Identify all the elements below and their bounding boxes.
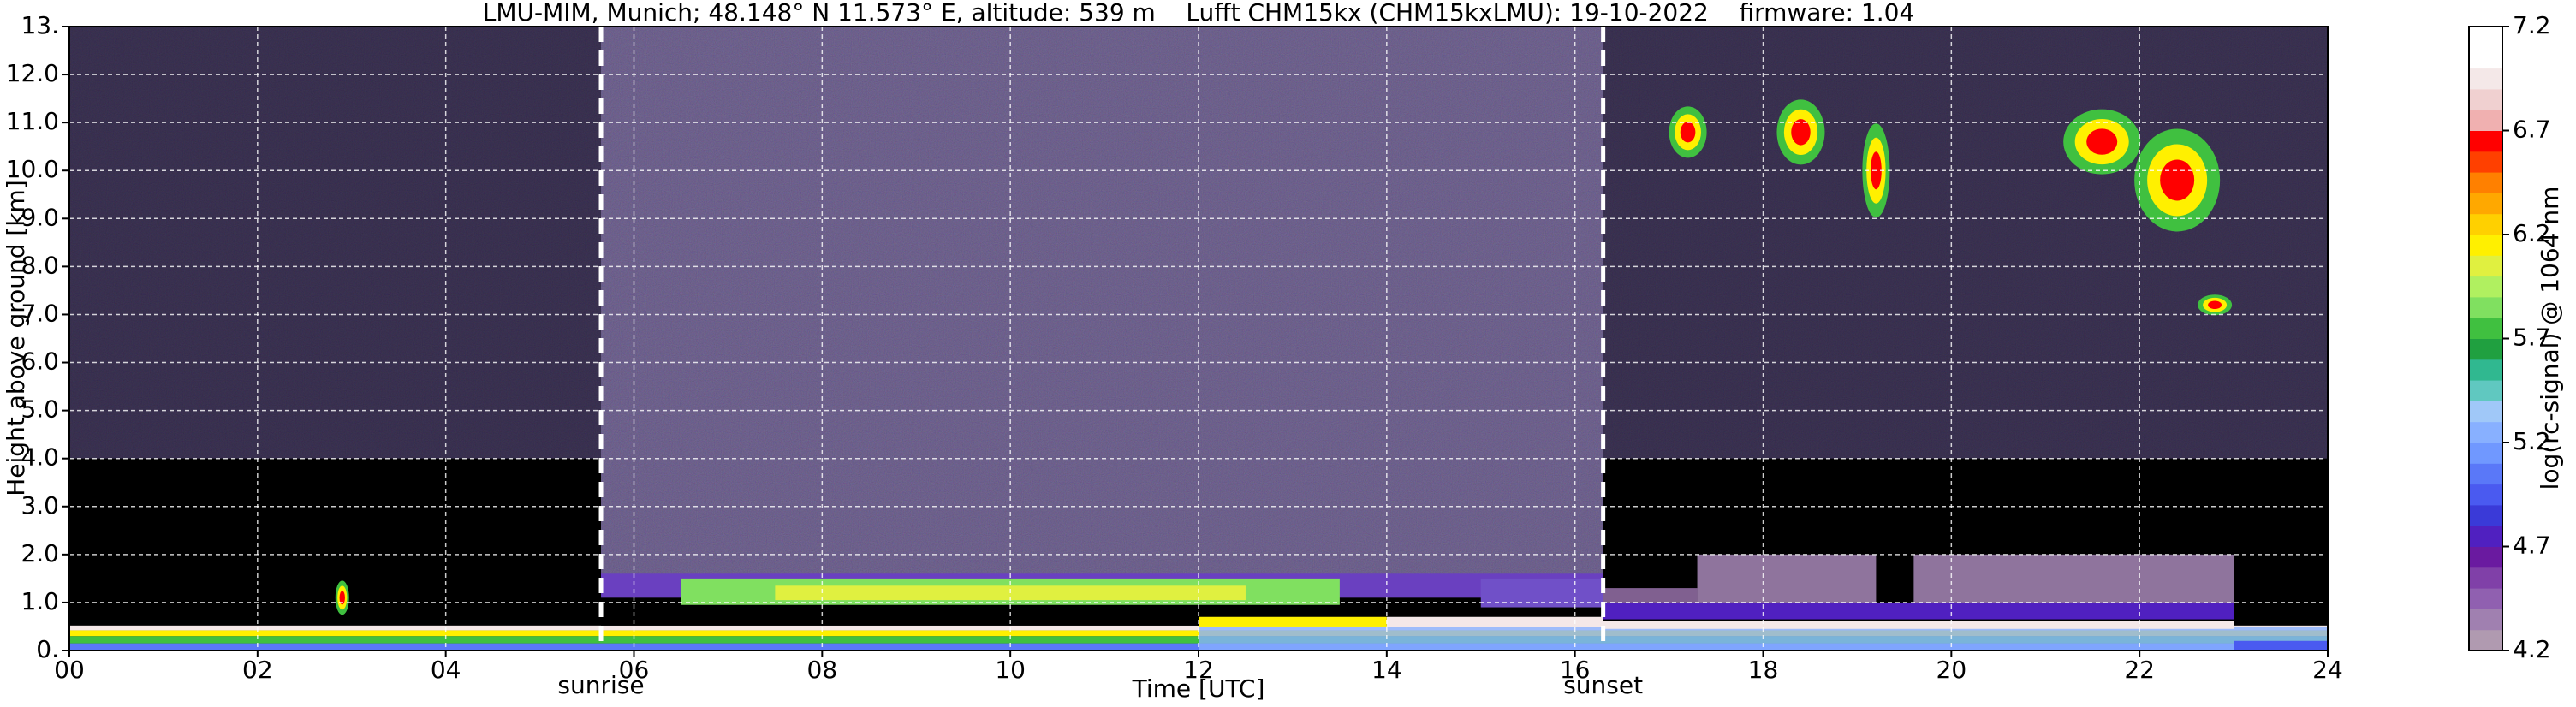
x-tick-label: 08 xyxy=(807,656,838,684)
colorbar-swatch xyxy=(2469,588,2502,609)
colorbar-tick-label: 4.2 xyxy=(2513,635,2551,663)
chart-title: LMU-MIM, Munich; 48.148° N 11.573° E, al… xyxy=(483,0,1915,27)
x-axis-label: Time [UTC] xyxy=(1132,674,1265,703)
x-tick-label: 04 xyxy=(431,656,461,684)
colorbar-swatch xyxy=(2469,359,2502,381)
colorbar-swatch xyxy=(2469,213,2502,235)
colorbar-swatch xyxy=(2469,609,2502,631)
y-tick-label: 13. xyxy=(21,11,59,39)
colorbar-swatch xyxy=(2469,47,2502,69)
colorbar-swatch xyxy=(2469,567,2502,589)
x-tick-label: 12 xyxy=(1183,656,1214,684)
colorbar-swatch xyxy=(2469,151,2502,173)
x-tick-label: 16 xyxy=(1560,656,1591,684)
annotation-label: sunrise xyxy=(557,671,644,699)
colorbar-swatch xyxy=(2469,27,2502,48)
colorbar-swatch xyxy=(2469,380,2502,401)
y-tick-label: 1.0 xyxy=(21,587,59,615)
colorbar-swatch xyxy=(2469,88,2502,110)
x-tick-label: 24 xyxy=(2312,656,2343,684)
colorbar-swatch xyxy=(2469,110,2502,131)
colorbar-tick-label: 6.2 xyxy=(2513,219,2551,247)
colorbar-swatch xyxy=(2469,276,2502,298)
y-tick-label: 7.0 xyxy=(21,299,59,327)
colorbar-swatch xyxy=(2469,443,2502,464)
y-tick-label: 4.0 xyxy=(21,443,59,472)
annotation-label: sunset xyxy=(1563,671,1643,699)
y-tick-label: 8.0 xyxy=(21,251,59,279)
colorbar-swatch xyxy=(2469,421,2502,443)
x-tick-label: 20 xyxy=(1936,656,1967,684)
colorbar-swatch xyxy=(2469,318,2502,339)
colorbar-swatch xyxy=(2469,193,2502,215)
y-tick-label: 10.0 xyxy=(6,155,59,183)
y-tick-label: 12.0 xyxy=(6,59,59,87)
signal-region xyxy=(1603,602,2234,620)
y-axis-label: Height above ground [km] xyxy=(2,180,30,496)
colorbar-label: log(rc-signal) @ 1064 nm xyxy=(2536,187,2564,490)
signal-region xyxy=(1199,616,1387,627)
cloud xyxy=(2208,300,2222,310)
cloud xyxy=(2160,159,2195,201)
signal-region xyxy=(1386,616,1603,627)
colorbar-tick-label: 6.7 xyxy=(2513,116,2551,144)
colorbar-swatch xyxy=(2469,296,2502,318)
x-tick-label: 18 xyxy=(1748,656,1779,684)
signal-region xyxy=(2234,640,2328,651)
y-tick-label: 6.0 xyxy=(21,348,59,376)
colorbar-tick-label: 4.7 xyxy=(2513,532,2551,560)
colorbar-swatch xyxy=(2469,401,2502,423)
x-tick-label: 10 xyxy=(995,656,1026,684)
colorbar-swatch xyxy=(2469,235,2502,256)
colorbar-tick-label: 5.2 xyxy=(2513,427,2551,455)
signal-region xyxy=(601,619,1603,626)
colorbar-swatch xyxy=(2469,484,2502,506)
colorbar-swatch xyxy=(2469,629,2502,651)
colorbar-swatch xyxy=(2469,546,2502,568)
colorbar-swatch xyxy=(2469,172,2502,193)
y-tick-label: 2.0 xyxy=(21,539,59,567)
x-tick-label: 22 xyxy=(2124,656,2155,684)
colorbar-tick-label: 7.2 xyxy=(2513,11,2551,39)
cloud xyxy=(2086,128,2118,155)
colorbar-swatch xyxy=(2469,504,2502,526)
colorbar-swatch xyxy=(2469,130,2502,152)
y-tick-label: 5.0 xyxy=(21,395,59,424)
cloud xyxy=(339,591,345,605)
signal-region xyxy=(1603,621,2234,629)
signal-region xyxy=(1603,27,2328,459)
cloud xyxy=(1791,119,1811,146)
plot-frame xyxy=(68,26,2329,651)
colorbar-swatch xyxy=(2469,338,2502,360)
signal-region xyxy=(69,27,602,459)
y-tick-label: 0. xyxy=(36,635,59,663)
y-tick-label: 3.0 xyxy=(21,491,59,520)
x-tick-label: 06 xyxy=(619,656,650,684)
colorbar-swatch xyxy=(2469,463,2502,485)
colorbar-tick-label: 5.7 xyxy=(2513,324,2551,352)
y-tick-label: 11.0 xyxy=(6,107,59,135)
x-tick-label: 00 xyxy=(54,656,85,684)
x-tick-label: 02 xyxy=(242,656,273,684)
colorbar-swatch xyxy=(2469,255,2502,277)
y-tick-label: 9.0 xyxy=(21,203,59,231)
cloud xyxy=(1680,122,1696,143)
colorbar-swatch xyxy=(2469,526,2502,547)
colorbar-swatch xyxy=(2469,68,2502,90)
x-tick-label: 14 xyxy=(1371,656,1402,684)
signal-region xyxy=(601,27,1603,579)
